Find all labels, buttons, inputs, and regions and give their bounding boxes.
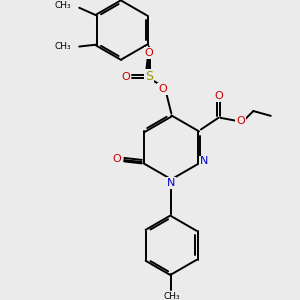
- Text: CH₃: CH₃: [55, 42, 71, 51]
- Text: CH₃: CH₃: [55, 1, 71, 10]
- Text: CH₃: CH₃: [163, 292, 180, 300]
- Text: O: O: [122, 72, 130, 82]
- Text: O: O: [214, 92, 223, 101]
- Text: N: N: [200, 156, 208, 167]
- Text: O: O: [112, 154, 121, 164]
- Text: O: O: [145, 48, 153, 58]
- Text: S: S: [145, 70, 153, 83]
- Text: O: O: [236, 116, 245, 126]
- Text: O: O: [158, 84, 167, 94]
- Text: N: N: [167, 178, 176, 188]
